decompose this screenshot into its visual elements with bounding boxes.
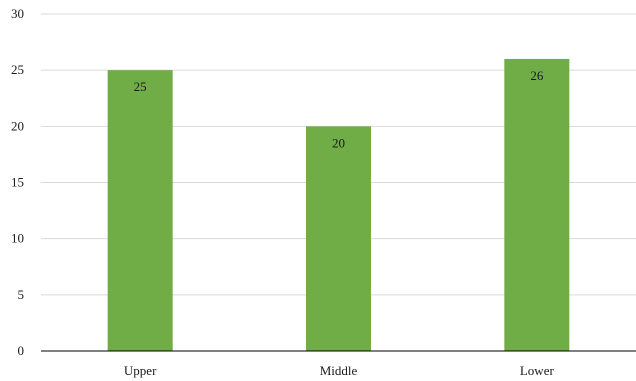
data-label: 25 xyxy=(134,79,147,94)
x-category-label: Middle xyxy=(320,363,358,378)
data-label: 20 xyxy=(332,135,345,150)
x-category-label: Upper xyxy=(124,363,157,378)
y-tick-label: 20 xyxy=(11,118,24,133)
data-labels: 25 20 26 xyxy=(134,68,544,150)
data-label: 26 xyxy=(530,68,544,83)
y-tick-label: 10 xyxy=(11,231,24,246)
y-tick-label: 0 xyxy=(18,343,25,358)
y-tick-label: 5 xyxy=(18,287,25,302)
y-tick-label: 15 xyxy=(11,175,24,190)
y-tick-label: 30 xyxy=(11,6,24,21)
y-axis-ticks: 0 5 10 15 20 25 30 xyxy=(11,6,24,358)
bar-upper xyxy=(107,70,173,352)
x-axis-categories: Upper Middle Lower xyxy=(124,363,555,378)
x-category-label: Lower xyxy=(520,363,555,378)
bar-middle xyxy=(306,126,371,351)
y-tick-label: 25 xyxy=(11,62,24,77)
bar-lower xyxy=(504,58,570,351)
bars xyxy=(107,58,570,352)
